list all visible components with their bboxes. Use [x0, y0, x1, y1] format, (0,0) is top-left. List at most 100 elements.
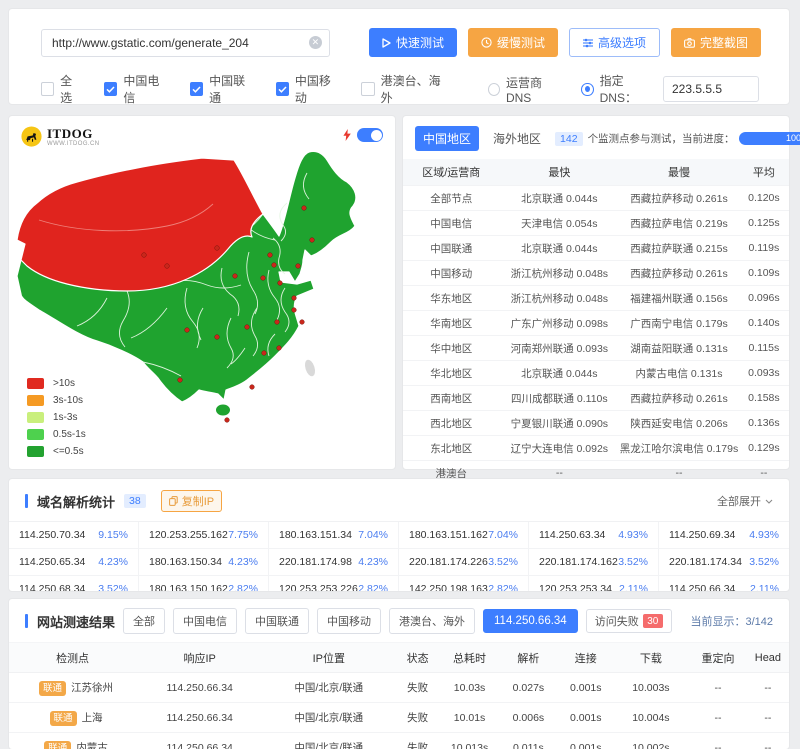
ip-address: 180.163.151.34 [279, 529, 352, 541]
region-average: 0.129s [748, 442, 780, 454]
slow-test-button[interactable]: 缓慢测试 [467, 28, 558, 57]
results-column-header: 检测点 [9, 642, 137, 673]
url-input[interactable] [41, 28, 330, 57]
ip-address: 180.163.150.34 [149, 556, 222, 568]
dns-ip-cell[interactable]: 180.163.150.34 4.23% [139, 549, 269, 576]
result-row[interactable]: 联通 内蒙古 114.250.66.34 中国/北京/联通 失败 10.013s … [9, 732, 789, 749]
dns-input[interactable] [663, 76, 759, 102]
region-slowest: 陕西延安电信 0.206s [630, 417, 728, 430]
ip-percentage: 7.04% [358, 529, 388, 541]
ip-address: 114.250.69.34 [669, 529, 736, 541]
expand-all-button[interactable]: 全部展开 [717, 493, 773, 509]
dns-ip-cell[interactable]: 114.250.65.34 4.23% [9, 549, 139, 576]
advanced-options-button[interactable]: 高级选项 [568, 28, 660, 57]
clear-input-icon[interactable]: ✕ [308, 35, 322, 49]
dns-ip-cell[interactable]: 180.163.151.34 7.04% [269, 522, 399, 549]
isp-checkbox[interactable]: 中国联通 [189, 72, 254, 106]
results-filter-tab[interactable]: 中国移动 [317, 608, 382, 634]
active-ip-filter-button[interactable]: 114.250.66.34 [483, 609, 578, 633]
region-row[interactable]: 西南地区 四川成都联通 0.110s 西藏拉萨移动 0.261s 0.158s [403, 385, 789, 410]
dns-ip-cell[interactable]: 220.181.174.34 3.52% [659, 549, 789, 576]
region-row[interactable]: 西北地区 宁夏银川联通 0.090s 陕西延安电信 0.206s 0.136s [403, 410, 789, 435]
fail-filter-button[interactable]: 访问失败 30 [585, 609, 672, 633]
response-ip: 114.250.66.34 [136, 732, 264, 749]
ip-address: 114.250.63.34 [539, 529, 606, 541]
ip-address: 220.181.174.98 [279, 556, 352, 568]
results-column-header: 解析 [498, 642, 559, 673]
region-row[interactable]: 中国移动 浙江杭州移动 0.048s 西藏拉萨移动 0.261s 0.109s [403, 260, 789, 285]
dns-ip-cell[interactable]: 220.181.174.226 3.52% [399, 549, 529, 576]
dns-ip-cell[interactable]: 114.250.66.34 2.11% [659, 576, 789, 592]
region-row[interactable]: 东北地区 辽宁大连电信 0.092s 黑龙江哈尔滨电信 0.179s 0.129… [403, 435, 789, 460]
fail-filter-label: 访问失败 [594, 616, 639, 628]
dns-ip-cell[interactable]: 114.250.70.34 9.15% [9, 522, 139, 549]
ip-percentage: 7.04% [488, 529, 518, 541]
full-screenshot-button[interactable]: 完整截图 [670, 28, 761, 57]
slow-test-label: 缓慢测试 [496, 36, 545, 50]
ip-address: 180.163.150.162 [149, 583, 228, 592]
region-row[interactable]: 华中地区 河南郑州联通 0.093s 湖南益阳联通 0.131s 0.115s [403, 335, 789, 360]
dns-ip-cell[interactable]: 142.250.198.163 2.82% [399, 576, 529, 591]
dns-ip-cell[interactable]: 220.181.174.98 4.23% [269, 549, 399, 576]
isp-checkbox[interactable]: 全选 [41, 72, 82, 106]
ip-address: 114.250.66.34 [669, 583, 736, 592]
results-filter-tab[interactable]: 港澳台、海外 [389, 608, 476, 634]
region-row[interactable]: 华南地区 广东广州移动 0.098s 广西南宁电信 0.179s 0.140s [403, 310, 789, 335]
dns-radio[interactable]: 指定DNS： [581, 72, 657, 106]
dns-ip-cell[interactable]: 120.253.253.226 2.82% [269, 576, 399, 592]
map-mode-toggle[interactable] [357, 128, 383, 142]
quick-test-label: 快速测试 [395, 36, 444, 50]
url-row: ✕ 快速测试 缓慢测试 高级选项 完整截图 [9, 9, 789, 57]
region-row[interactable]: 中国联通 北京联通 0.044s 西藏拉萨联通 0.215s 0.119s [403, 235, 789, 260]
dns-ip-cell[interactable]: 120.253.253.34 2.11% [529, 576, 659, 591]
result-row[interactable]: 联通 江苏徐州 114.250.66.34 中国/北京/联通 失败 10.03s … [9, 672, 789, 703]
dns-radio[interactable]: 运营商DNS [487, 74, 564, 105]
region-slowest: 黑龙江哈尔滨电信 0.179s [619, 442, 739, 455]
ip-address: 180.163.151.162 [409, 529, 488, 541]
dns-stats-card: 域名解析统计 38 复制IP 全部展开 114.250.70.34 9.15% … [8, 478, 790, 592]
region-row[interactable]: 中国电信 天津电信 0.054s 西藏拉萨电信 0.219s 0.125s [403, 210, 789, 235]
tab-overseas-region[interactable]: 海外地区 [493, 132, 542, 146]
download-time: 10.003s [612, 672, 690, 703]
dns-ip-cell[interactable]: 120.253.255.162 7.75% [139, 522, 269, 549]
dns-ip-cell[interactable]: 180.163.150.162 2.82% [139, 576, 269, 592]
results-column-header: 响应IP [136, 642, 264, 673]
results-filter-tab[interactable]: 全部 [123, 608, 166, 634]
region-slowest: 西藏拉萨电信 0.219s [630, 217, 728, 230]
legend-label: 3s-10s [53, 395, 84, 406]
dns-ip-cell[interactable]: 180.163.151.162 7.04% [399, 522, 529, 549]
copy-ip-button[interactable]: 复制IP [160, 490, 223, 512]
dns-ip-cell[interactable]: 114.250.69.34 4.93% [659, 522, 789, 549]
tab-china-region[interactable]: 中国地区 [415, 126, 480, 151]
region-name: 中国移动 [430, 267, 473, 280]
region-row[interactable]: 全部节点 北京联通 0.044s 西藏拉萨移动 0.261s 0.120s [403, 185, 789, 210]
result-row[interactable]: 联通 上海 114.250.66.34 中国/北京/联通 失败 10.01s 0.… [9, 702, 789, 733]
china-map[interactable] [17, 148, 389, 448]
connect-time: 0.001s [558, 672, 613, 703]
ip-address: 120.253.253.226 [279, 583, 358, 592]
region-average: 0.120s [748, 192, 780, 204]
dns-time: 0.011s [498, 732, 559, 749]
hainan-island [215, 403, 231, 417]
results-filter-tab[interactable]: 中国联通 [245, 608, 310, 634]
region-row[interactable]: 华北地区 北京联通 0.044s 内蒙古电信 0.131s 0.093s [403, 360, 789, 385]
region-name: 华中地区 [430, 342, 473, 355]
isp-checkbox[interactable]: 中国移动 [275, 72, 340, 106]
results-filter-tab[interactable]: 中国电信 [173, 608, 238, 634]
ip-location: 中国/北京/联通 [263, 702, 395, 733]
total-time: 10.03s [441, 672, 499, 703]
isp-checkbox[interactable]: 中国电信 [104, 72, 168, 106]
region-slowest: 西藏拉萨联通 0.215s [630, 242, 728, 255]
isp-checkbox[interactable]: 港澳台、海外 [361, 72, 447, 106]
monitor-count: 142 个监测点参与测试，当前进度： 100% [555, 131, 800, 146]
dns-ip-cell[interactable]: 114.250.63.34 4.93% [529, 522, 659, 549]
region-row[interactable]: 华东地区 浙江杭州移动 0.048s 福建福州联通 0.156s 0.096s [403, 285, 789, 310]
dns-ip-cell[interactable]: 114.250.68.34 3.52% [9, 576, 139, 591]
region-average: 0.158s [748, 392, 780, 404]
results-header: 网站测速结果 全部 中国电信 中国联通 中国移动 港澳台、海外 114.250.… [9, 599, 789, 642]
region-row[interactable]: 港澳台 -- -- -- [403, 460, 789, 485]
region-fastest: 河南郑州联通 0.093s [510, 342, 609, 355]
quick-test-button[interactable]: 快速测试 [368, 28, 457, 57]
dns-ip-cell[interactable]: 220.181.174.162 3.52% [529, 549, 659, 576]
status-value: 失败 [394, 672, 442, 703]
